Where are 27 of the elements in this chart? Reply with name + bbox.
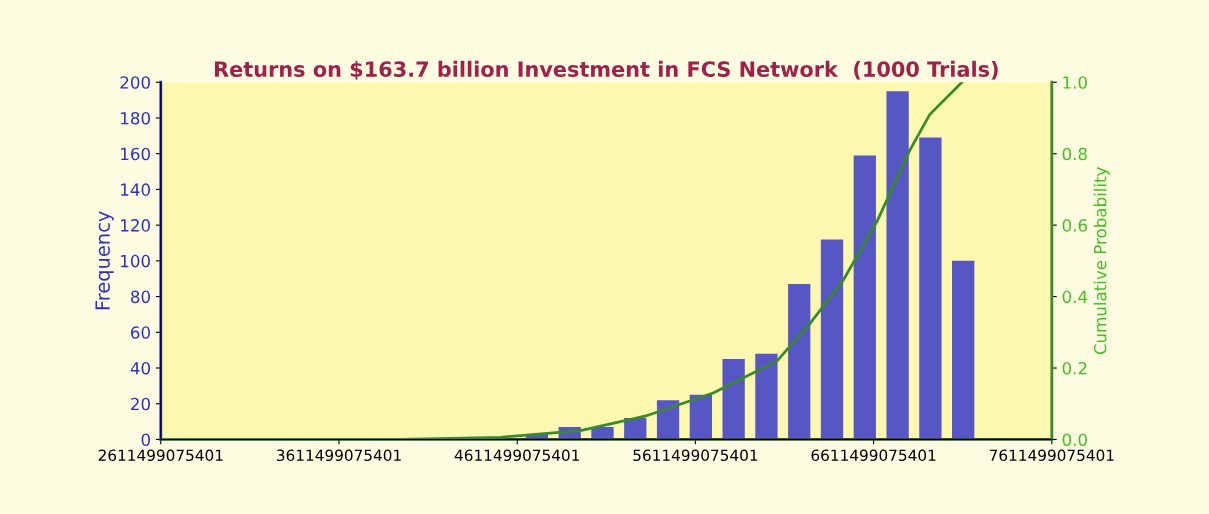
y-tick-label: 120 <box>121 219 150 232</box>
y2-axis-title: Cumulative Probability <box>1093 167 1110 355</box>
x-tick-label: 6611499075401 <box>811 449 936 462</box>
y2-tick-label: 0.8 <box>1062 147 1087 161</box>
x-tick-label: 7611499075401 <box>989 449 1114 462</box>
y2-tick-label: 0.4 <box>1062 290 1088 304</box>
y-tick-label: 40 <box>130 361 150 375</box>
y-axis-title: Frequency <box>95 211 114 310</box>
x-tick-label: 5611499075401 <box>633 449 758 462</box>
y-tick-label: 20 <box>131 397 150 411</box>
y2-tick-label: 1.0 <box>1063 76 1087 89</box>
y2-tick-label: 0.6 <box>1062 219 1088 232</box>
y-tick-label: 100 <box>121 254 150 268</box>
x-tick-label: 4611499075401 <box>454 449 579 462</box>
y-tick-label: 160 <box>121 147 150 161</box>
y-tick-label: 180 <box>121 111 150 125</box>
y-tick-label: 80 <box>131 290 150 304</box>
line-series <box>160 82 964 440</box>
y-tick-label: 60 <box>131 326 150 339</box>
y-tick-label: 0 <box>141 433 150 447</box>
y2-tick-label: 0.2 <box>1062 361 1087 375</box>
x-tick-label: 2611499075401 <box>98 449 223 462</box>
y-tick-label: 140 <box>121 183 150 196</box>
y2-tick-label: 0.0 <box>1062 433 1087 447</box>
x-tick-label: 3611499075401 <box>276 449 401 462</box>
y-tick-label: 200 <box>120 76 150 89</box>
chart-title: Returns on $163.7 billion Investment in FCS Network (1000 Trials) <box>214 60 998 80</box>
